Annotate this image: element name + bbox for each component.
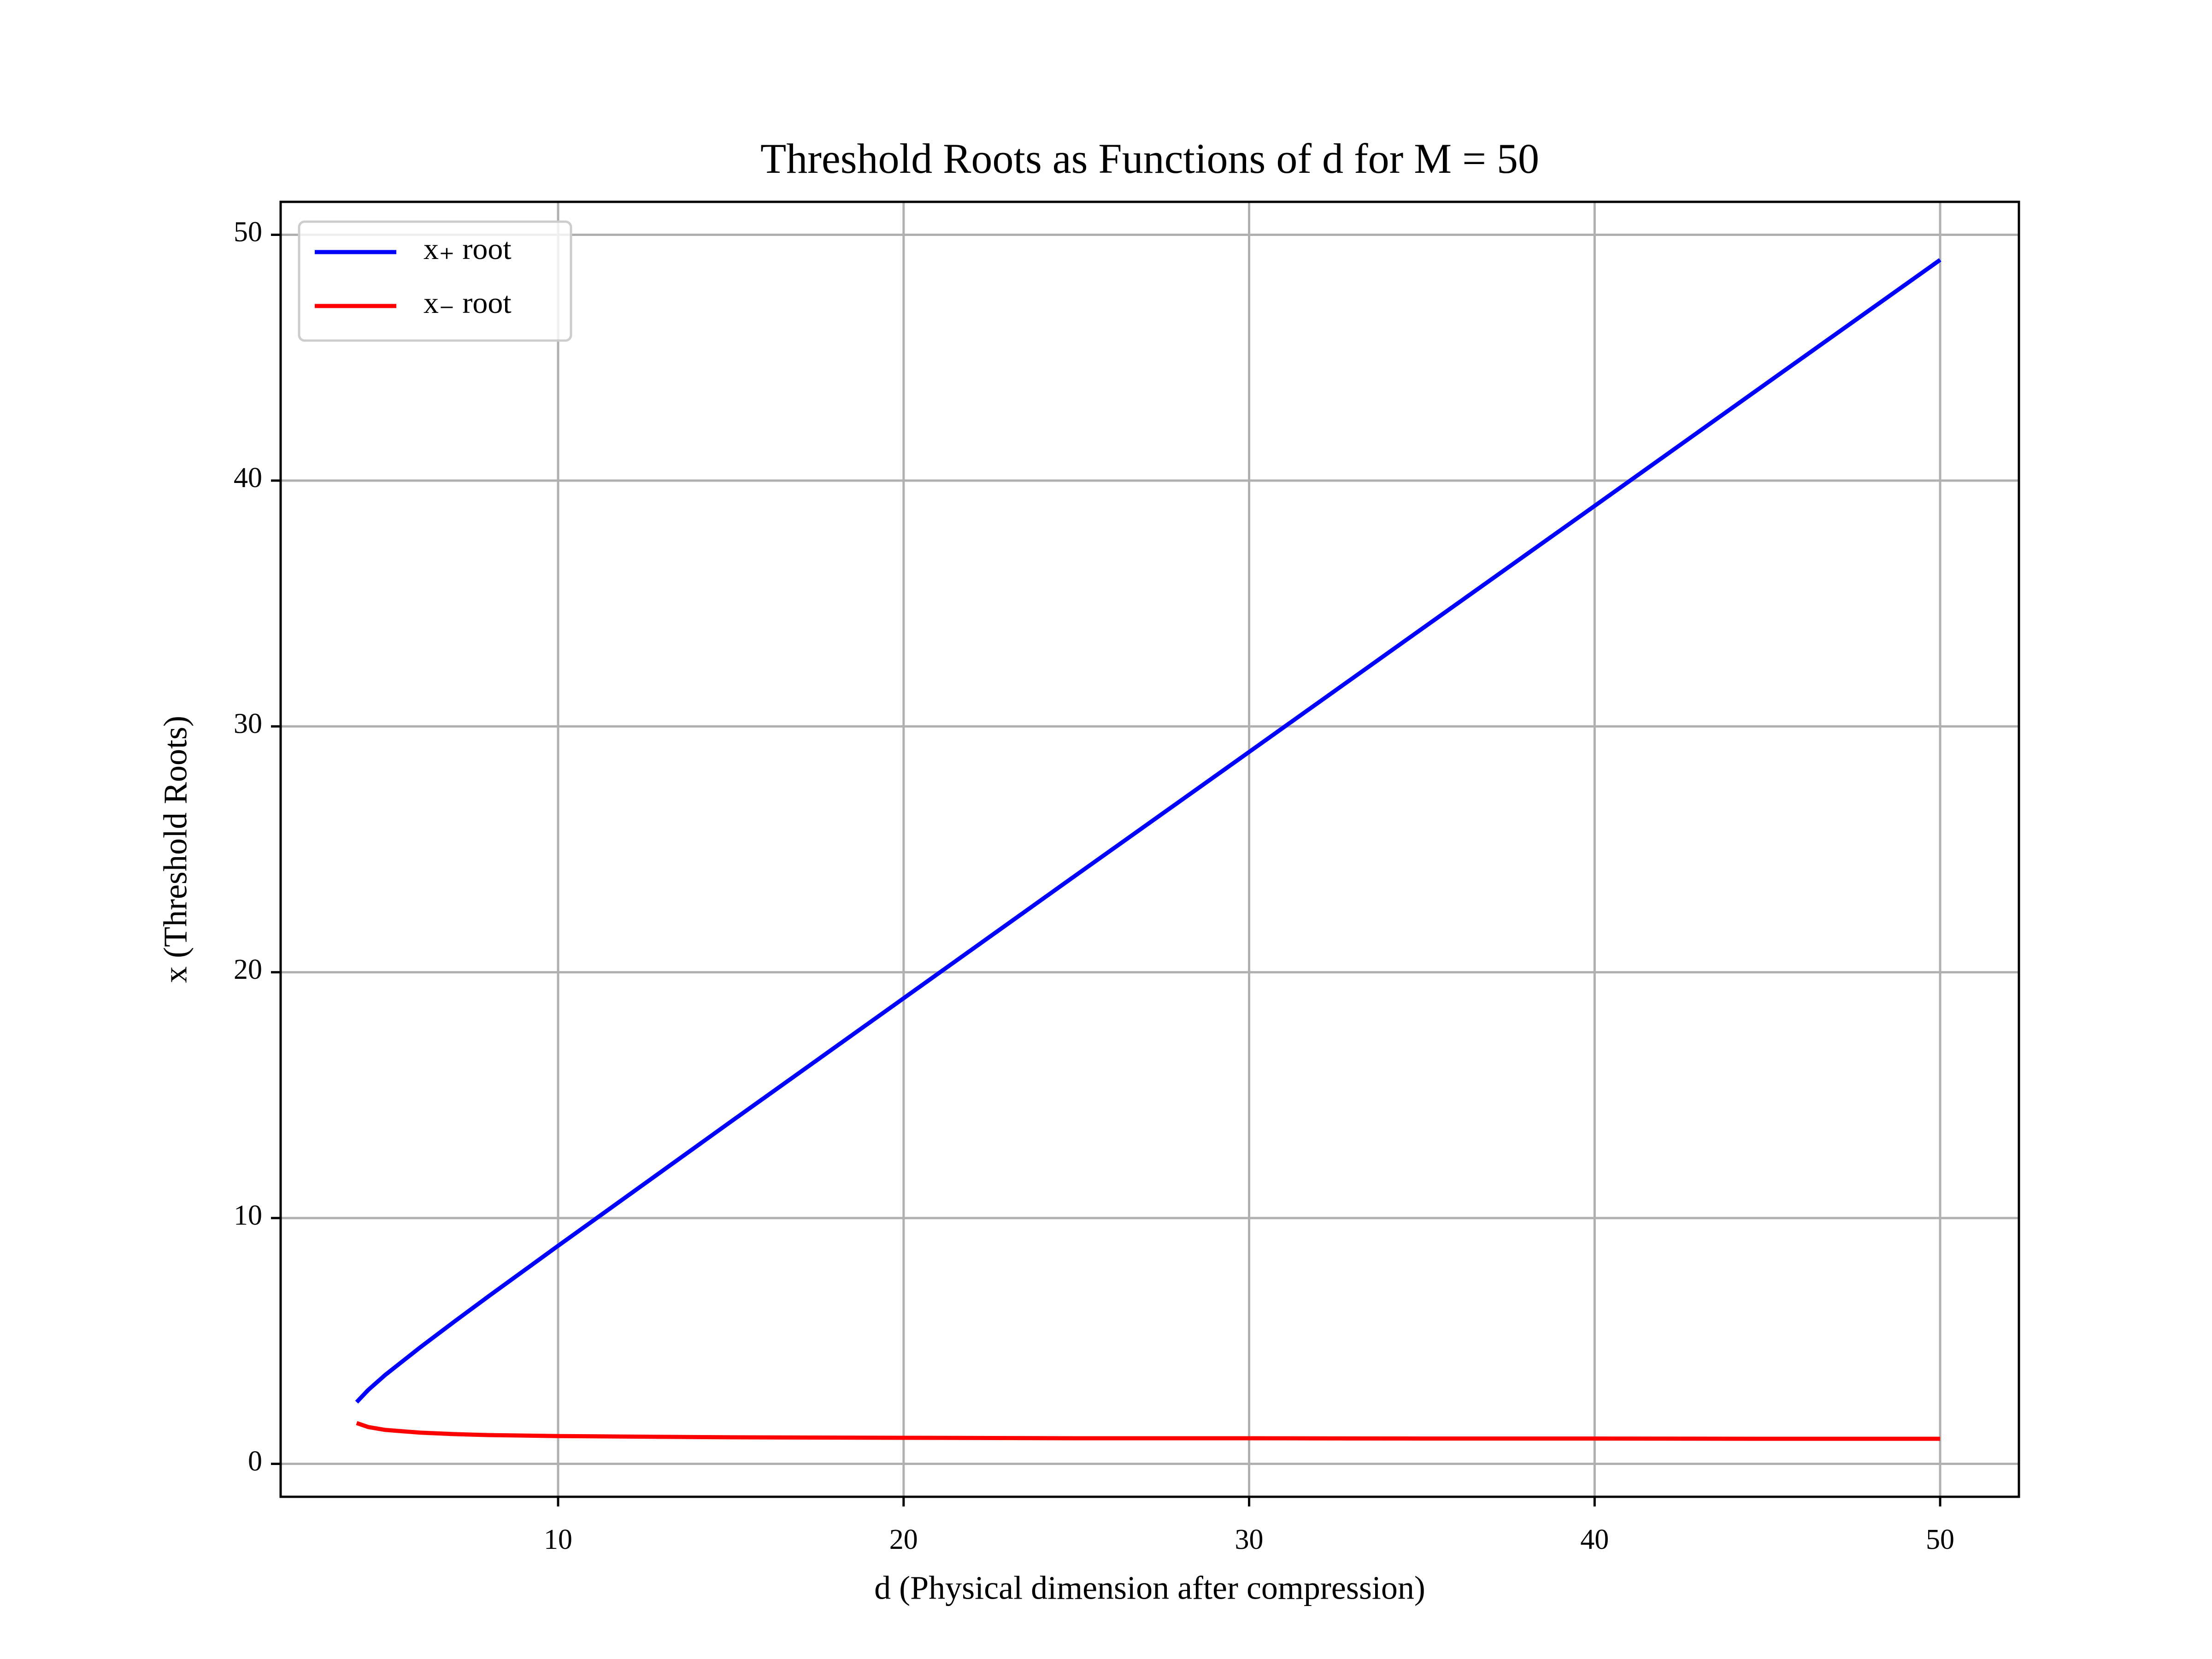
- x-tick-label: 20: [889, 1524, 918, 1555]
- y-tick-label: 30: [234, 708, 262, 740]
- line: [355, 258, 1941, 1404]
- x-tick-label: 10: [544, 1524, 572, 1555]
- y-tick-label: 0: [248, 1446, 262, 1477]
- y-axis-label: x (Threshold Roots): [157, 716, 194, 983]
- line: [356, 1421, 1941, 1441]
- y-tick-label: 20: [234, 954, 262, 985]
- y-tick-label: 40: [234, 462, 262, 494]
- legend-label: x₋ root: [424, 286, 512, 320]
- x-tick-label: 50: [1926, 1524, 1954, 1555]
- chart-title: Threshold Roots as Functions of d for M …: [760, 135, 1539, 182]
- x-tick-label: 40: [1580, 1524, 1609, 1555]
- plot-frame: [279, 200, 2020, 1498]
- x-axis-label: d (Physical dimension after compression): [874, 1570, 1425, 1606]
- y-tick-label: 50: [234, 217, 262, 248]
- y-tick-label: 10: [234, 1200, 262, 1231]
- legend-label: x₊ root: [424, 232, 512, 266]
- x-tick-label: 30: [1235, 1524, 1264, 1555]
